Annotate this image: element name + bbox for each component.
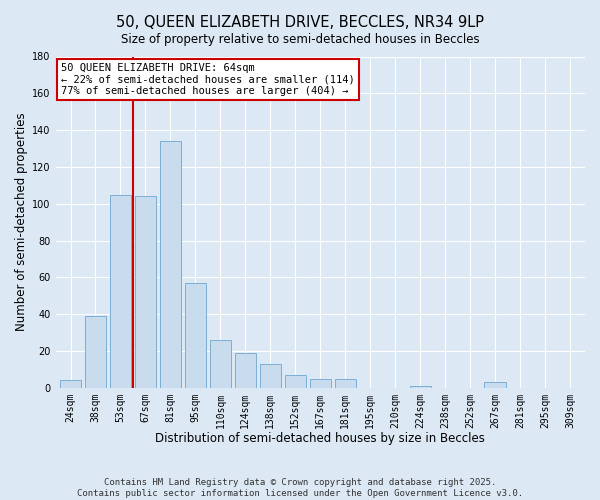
Text: 50, QUEEN ELIZABETH DRIVE, BECCLES, NR34 9LP: 50, QUEEN ELIZABETH DRIVE, BECCLES, NR34… xyxy=(116,15,484,30)
Bar xyxy=(310,378,331,388)
Bar xyxy=(60,380,81,388)
Bar xyxy=(284,375,306,388)
Text: Size of property relative to semi-detached houses in Beccles: Size of property relative to semi-detach… xyxy=(121,32,479,46)
Bar xyxy=(235,353,256,388)
Bar xyxy=(160,141,181,388)
Text: 50 QUEEN ELIZABETH DRIVE: 64sqm
← 22% of semi-detached houses are smaller (114)
: 50 QUEEN ELIZABETH DRIVE: 64sqm ← 22% of… xyxy=(61,63,355,96)
X-axis label: Distribution of semi-detached houses by size in Beccles: Distribution of semi-detached houses by … xyxy=(155,432,485,445)
Bar xyxy=(410,386,431,388)
Bar xyxy=(260,364,281,388)
Y-axis label: Number of semi-detached properties: Number of semi-detached properties xyxy=(15,113,28,332)
Bar xyxy=(135,196,156,388)
Bar xyxy=(185,283,206,388)
Bar xyxy=(110,194,131,388)
Bar xyxy=(210,340,231,388)
Text: Contains HM Land Registry data © Crown copyright and database right 2025.
Contai: Contains HM Land Registry data © Crown c… xyxy=(77,478,523,498)
Bar xyxy=(335,378,356,388)
Bar xyxy=(484,382,506,388)
Bar xyxy=(85,316,106,388)
